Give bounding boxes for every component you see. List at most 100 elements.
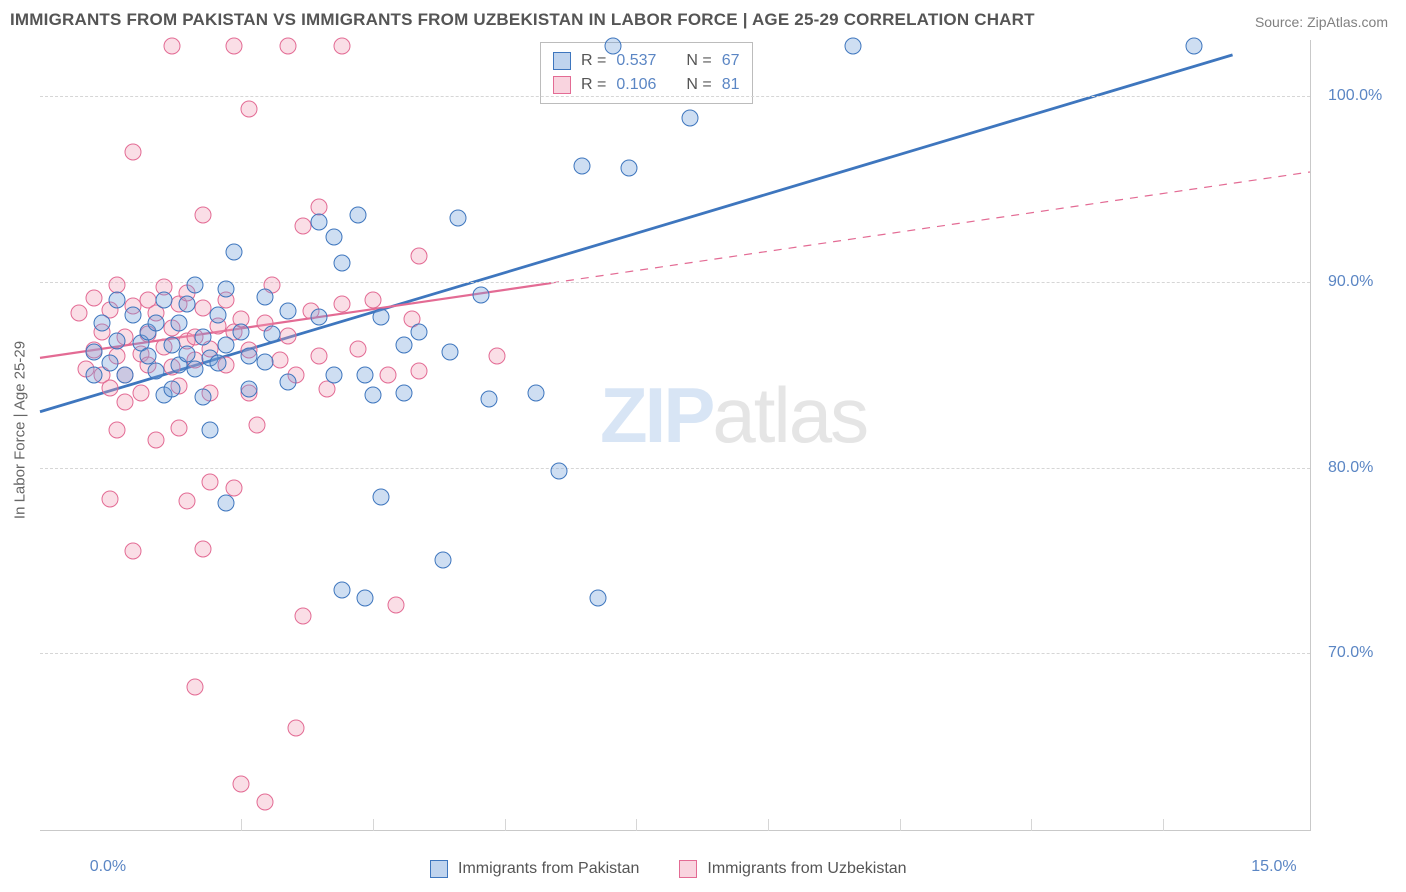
r-label: R = xyxy=(581,49,606,73)
source-label: Source: xyxy=(1255,14,1303,30)
data-point-uzbekistan xyxy=(225,37,242,54)
data-point-pakistan xyxy=(163,336,180,353)
data-point-pakistan xyxy=(217,336,234,353)
chart-title: IMMIGRANTS FROM PAKISTAN VS IMMIGRANTS F… xyxy=(10,10,1035,30)
data-point-uzbekistan xyxy=(272,351,289,368)
y-tick-label: 100.0% xyxy=(1328,87,1382,105)
data-point-pakistan xyxy=(310,214,327,231)
data-point-pakistan xyxy=(217,281,234,298)
data-point-pakistan xyxy=(481,390,498,407)
x-minor-tick xyxy=(241,819,242,831)
data-point-pakistan xyxy=(148,314,165,331)
swatch-pink-icon xyxy=(679,860,697,878)
data-point-uzbekistan xyxy=(488,348,505,365)
x-minor-tick xyxy=(900,819,901,831)
data-point-pakistan xyxy=(256,288,273,305)
data-point-uzbekistan xyxy=(132,385,149,402)
data-point-pakistan xyxy=(372,489,389,506)
data-point-uzbekistan xyxy=(248,416,265,433)
data-point-uzbekistan xyxy=(310,348,327,365)
y-tick-label: 90.0% xyxy=(1328,273,1373,291)
data-point-uzbekistan xyxy=(202,474,219,491)
data-point-pakistan xyxy=(194,329,211,346)
data-point-pakistan xyxy=(124,307,141,324)
legend-label-uzbekistan: Immigrants from Uzbekistan xyxy=(707,860,906,878)
data-point-uzbekistan xyxy=(334,37,351,54)
data-point-pakistan xyxy=(434,552,451,569)
data-point-pakistan xyxy=(1185,37,1202,54)
x-tick-label: 0.0% xyxy=(90,858,126,876)
data-point-uzbekistan xyxy=(124,143,141,160)
data-point-uzbekistan xyxy=(70,305,87,322)
data-point-pakistan xyxy=(574,158,591,175)
data-point-uzbekistan xyxy=(364,292,381,309)
data-point-uzbekistan xyxy=(194,541,211,558)
data-point-pakistan xyxy=(527,385,544,402)
legend-stats-row: R = 0.106 N = 81 xyxy=(553,73,740,97)
data-point-pakistan xyxy=(194,388,211,405)
data-point-pakistan xyxy=(279,374,296,391)
legend-stats-box: R = 0.537 N = 67 R = 0.106 N = 81 xyxy=(540,42,753,104)
data-point-uzbekistan xyxy=(349,340,366,357)
data-point-uzbekistan xyxy=(287,719,304,736)
data-point-pakistan xyxy=(279,303,296,320)
data-point-uzbekistan xyxy=(148,431,165,448)
y-axis-title: In Labor Force | Age 25-29 xyxy=(12,341,29,519)
data-point-pakistan xyxy=(349,206,366,223)
data-point-pakistan xyxy=(202,422,219,439)
legend-label-pakistan: Immigrants from Pakistan xyxy=(458,860,639,878)
trend-line-uzbekistan-dashed xyxy=(551,172,1310,283)
data-point-pakistan xyxy=(186,361,203,378)
data-point-pakistan xyxy=(310,308,327,325)
data-point-pakistan xyxy=(186,277,203,294)
data-point-uzbekistan xyxy=(388,597,405,614)
data-point-pakistan xyxy=(442,344,459,361)
data-point-pakistan xyxy=(334,582,351,599)
r-value-uzbekistan: 0.106 xyxy=(616,73,656,97)
data-point-uzbekistan xyxy=(295,608,312,625)
chart-container: IMMIGRANTS FROM PAKISTAN VS IMMIGRANTS F… xyxy=(0,0,1406,892)
data-point-uzbekistan xyxy=(194,299,211,316)
data-point-uzbekistan xyxy=(86,290,103,307)
data-point-pakistan xyxy=(411,323,428,340)
n-value-uzbekistan: 81 xyxy=(722,73,740,97)
data-point-uzbekistan xyxy=(117,394,134,411)
data-point-pakistan xyxy=(155,292,172,309)
source-value: ZipAtlas.com xyxy=(1307,14,1388,30)
data-point-uzbekistan xyxy=(233,775,250,792)
x-minor-tick xyxy=(768,819,769,831)
n-value-pakistan: 67 xyxy=(722,49,740,73)
data-point-pakistan xyxy=(550,463,567,480)
data-point-pakistan xyxy=(241,381,258,398)
y-tick-label: 70.0% xyxy=(1328,644,1373,662)
data-point-pakistan xyxy=(264,325,281,342)
legend-bottom: Immigrants from Pakistan Immigrants from… xyxy=(430,860,907,878)
data-point-uzbekistan xyxy=(380,366,397,383)
x-tick-label: 15.0% xyxy=(1251,858,1296,876)
data-point-pakistan xyxy=(86,344,103,361)
data-point-pakistan xyxy=(473,286,490,303)
data-point-pakistan xyxy=(682,110,699,127)
legend-item-uzbekistan: Immigrants from Uzbekistan xyxy=(679,860,906,878)
data-point-pakistan xyxy=(395,336,412,353)
x-minor-tick xyxy=(373,819,374,831)
data-point-uzbekistan xyxy=(411,247,428,264)
data-point-pakistan xyxy=(256,353,273,370)
r-value-pakistan: 0.537 xyxy=(616,49,656,73)
x-minor-tick xyxy=(505,819,506,831)
data-point-uzbekistan xyxy=(318,381,335,398)
swatch-pink-icon xyxy=(553,76,571,94)
data-point-uzbekistan xyxy=(411,362,428,379)
data-point-pakistan xyxy=(450,210,467,227)
data-point-uzbekistan xyxy=(109,422,126,439)
data-point-pakistan xyxy=(605,37,622,54)
gridline-horizontal xyxy=(40,96,1310,97)
data-point-uzbekistan xyxy=(295,217,312,234)
plot-area: ZIPatlas R = 0.537 N = 67 R = 0.106 N = … xyxy=(40,40,1311,831)
legend-item-pakistan: Immigrants from Pakistan xyxy=(430,860,639,878)
data-point-pakistan xyxy=(241,348,258,365)
data-point-pakistan xyxy=(163,381,180,398)
swatch-blue-icon xyxy=(430,860,448,878)
data-point-pakistan xyxy=(117,366,134,383)
data-point-uzbekistan xyxy=(163,37,180,54)
